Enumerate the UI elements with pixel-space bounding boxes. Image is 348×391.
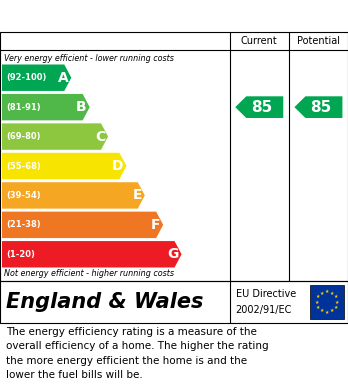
Text: (55-68): (55-68) (6, 161, 41, 170)
Text: 85: 85 (310, 100, 332, 115)
Text: ★: ★ (334, 305, 338, 310)
Text: Energy Efficiency Rating: Energy Efficiency Rating (10, 9, 232, 23)
Polygon shape (2, 241, 182, 267)
Polygon shape (2, 94, 90, 120)
Text: ★: ★ (330, 291, 334, 296)
Text: EU Directive: EU Directive (236, 289, 296, 300)
Polygon shape (235, 96, 283, 118)
Text: C: C (95, 129, 105, 143)
Text: ★: ★ (325, 289, 329, 294)
Polygon shape (2, 123, 108, 150)
Text: Not energy efficient - higher running costs: Not energy efficient - higher running co… (4, 269, 174, 278)
Text: (21-38): (21-38) (6, 221, 41, 230)
Text: ★: ★ (316, 294, 321, 300)
Text: (81-91): (81-91) (6, 103, 41, 112)
Text: ★: ★ (316, 305, 321, 310)
Text: Potential: Potential (297, 36, 340, 46)
Text: G: G (167, 247, 179, 261)
Text: Current: Current (241, 36, 278, 46)
Text: (92-100): (92-100) (6, 73, 46, 82)
Text: B: B (76, 100, 87, 114)
Text: England & Wales: England & Wales (6, 292, 203, 312)
Text: ★: ★ (330, 308, 334, 313)
Text: 85: 85 (251, 100, 272, 115)
Text: 2002/91/EC: 2002/91/EC (236, 305, 292, 315)
Polygon shape (294, 96, 342, 118)
Text: (39-54): (39-54) (6, 191, 41, 200)
Text: E: E (132, 188, 142, 203)
Polygon shape (2, 153, 126, 179)
Text: ★: ★ (320, 308, 324, 313)
Text: A: A (57, 71, 68, 85)
Polygon shape (2, 182, 145, 209)
Polygon shape (2, 212, 163, 238)
Text: The energy efficiency rating is a measure of the
overall efficiency of a home. T: The energy efficiency rating is a measur… (6, 327, 269, 380)
Text: ★: ★ (334, 294, 338, 300)
Text: ★: ★ (335, 300, 339, 305)
Bar (310, 285, 344, 319)
Text: ★: ★ (315, 300, 319, 305)
Text: D: D (112, 159, 124, 173)
Text: Very energy efficient - lower running costs: Very energy efficient - lower running co… (4, 54, 174, 63)
Text: ★: ★ (325, 310, 329, 315)
Text: (69-80): (69-80) (6, 132, 40, 141)
Polygon shape (2, 65, 71, 91)
Text: F: F (151, 218, 160, 232)
Text: (1-20): (1-20) (6, 250, 35, 259)
Text: ★: ★ (320, 291, 324, 296)
